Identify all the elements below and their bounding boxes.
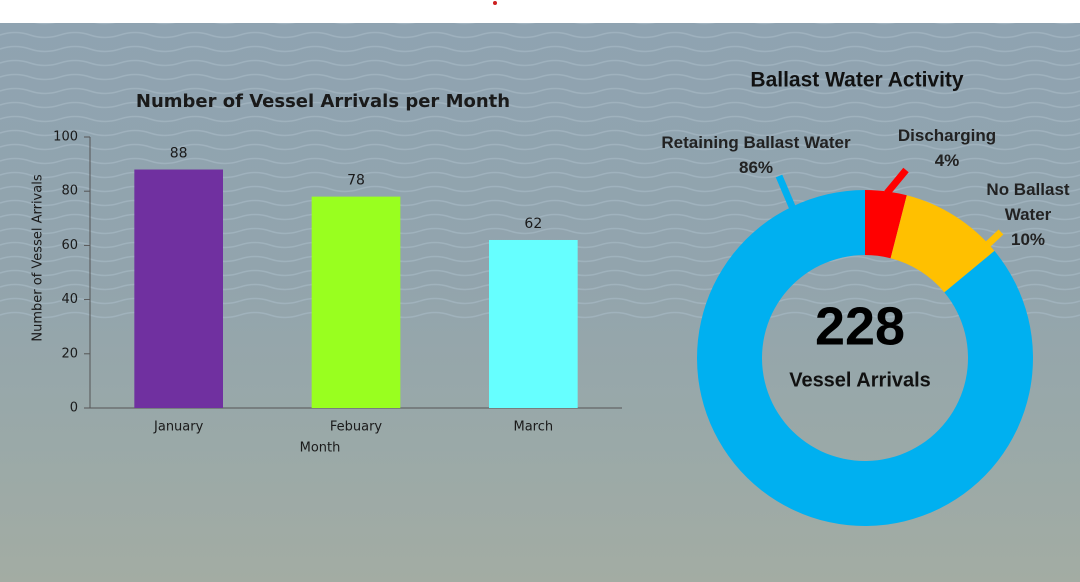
x-axis-label: Month — [300, 441, 341, 456]
y-tick-label: 60 — [61, 238, 78, 253]
leader-line — [983, 229, 1004, 249]
donut-center-label: Vessel Arrivals — [789, 369, 931, 391]
x-tick-label: March — [514, 420, 554, 435]
bar — [311, 196, 401, 408]
y-tick-label: 80 — [61, 184, 78, 199]
y-axis-label: Number of Vessel Arrivals — [31, 174, 46, 341]
bar-chart-title: Number of Vessel Arrivals per Month — [136, 91, 510, 112]
donut-slice — [890, 195, 995, 293]
slice-label: Retaining Ballast Water — [661, 133, 851, 152]
slice-value-label: 4% — [934, 151, 960, 170]
leader-line — [775, 174, 800, 218]
donut-slice — [865, 190, 907, 259]
x-tick-label: Febuary — [330, 420, 383, 435]
y-tick-label: 100 — [53, 130, 78, 145]
slice-value-label: 10% — [1010, 230, 1046, 249]
data-label: 78 — [347, 173, 365, 189]
donut-chart-title: Ballast Water Activity — [750, 69, 963, 92]
donut-center-value: 228 — [815, 296, 905, 356]
donut-slice — [697, 190, 1033, 526]
slice-value-label: 86% — [738, 158, 774, 177]
y-tick-label: 40 — [61, 292, 78, 307]
slice-label: Discharging — [897, 126, 997, 145]
x-tick-label: January — [153, 420, 204, 435]
y-tick-label: 20 — [61, 346, 78, 361]
y-tick-label: 0 — [70, 401, 78, 416]
slice-label: No Ballast Water — [986, 180, 1070, 224]
bar — [489, 239, 578, 408]
marker-dot — [493, 1, 497, 5]
bar — [134, 169, 223, 408]
data-label: 88 — [170, 146, 188, 162]
leader-line — [884, 167, 909, 196]
data-label: 62 — [524, 216, 542, 232]
